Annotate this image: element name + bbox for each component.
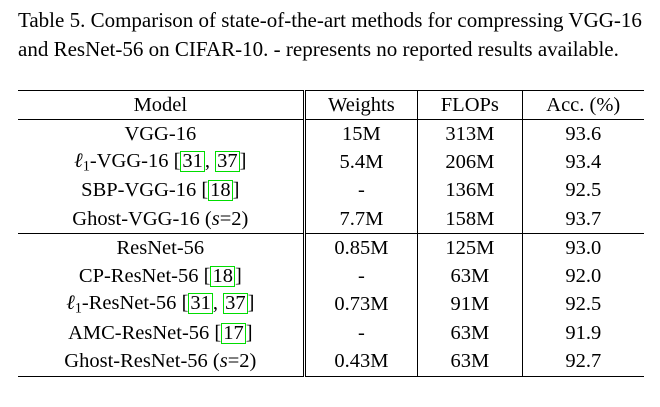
table-row: ResNet-56 0.85M 125M 93.0 — [18, 233, 644, 263]
ref-close-bracket: ] — [247, 292, 255, 315]
ref-open-bracket: [ — [203, 265, 211, 288]
ref-open-bracket: [ — [214, 321, 222, 344]
cell-acc: 93.0 — [521, 233, 644, 263]
header-weights: Weights — [302, 90, 418, 120]
table-row: VGG-16 15M 313M 93.6 — [18, 119, 644, 149]
citation-link[interactable]: 17 — [221, 321, 246, 344]
ref-close-bracket: ] — [239, 149, 247, 172]
table-row: ℓ1-VGG-16 [31, 37] 5.4M 206M 93.4 — [18, 148, 644, 177]
model-param: s — [219, 350, 228, 373]
ell-symbol: ℓ — [66, 292, 75, 315]
cell-flops: 313M — [417, 119, 523, 149]
ref-open-bracket: [ — [201, 179, 209, 202]
cell-model: ℓ1-ResNet-56 [31, 37] — [18, 291, 304, 319]
cell-flops: 136M — [417, 176, 523, 205]
cell-acc: 92.7 — [521, 347, 644, 377]
table-body: VGG-16 15M 313M 93.6 ℓ1-VGG-16 [31, 37] 5.4M 2… — [18, 119, 644, 377]
citation-link[interactable]: 18 — [210, 265, 235, 288]
table-row: AMC-ResNet-56 [17] -63M 91.9 — [18, 319, 644, 348]
ref-separator: , — [212, 292, 224, 315]
cell-model: VGG-16 — [18, 120, 304, 149]
ell-subscript: 1 — [82, 158, 90, 175]
header-flops: FLOPs — [417, 90, 523, 120]
model-name: CP-ResNet-56 — [78, 265, 204, 288]
cell-acc: 92.5 — [521, 176, 644, 205]
model-param-value: =2) — [227, 350, 257, 373]
cell-acc: 93.7 — [521, 204, 644, 235]
cell-weights: - — [302, 176, 418, 205]
cell-weights: 0.43M — [302, 347, 418, 377]
cell-flops: 158M — [417, 204, 523, 235]
model-name: -ResNet-56 — [81, 292, 182, 315]
cell-flops: 63M — [417, 347, 523, 377]
model-name: VGG-16 — [124, 122, 197, 145]
cell-model: ℓ1-VGG-16 [31, 37] — [18, 148, 304, 176]
cell-acc: 93.4 — [521, 148, 644, 177]
cell-weights: 5.4M — [302, 148, 418, 177]
table-row: SBP-VGG-16 [18] -136M 92.5 — [18, 176, 644, 205]
header-acc: Acc. (%) — [521, 90, 644, 120]
cell-model: SBP-VGG-16 [18] — [18, 177, 304, 205]
citation-link[interactable]: 37 — [223, 292, 248, 315]
ell-symbol: ℓ — [74, 149, 83, 172]
ref-open-bracket: [ — [181, 292, 189, 315]
cell-model: Ghost-VGG-16 (s=2) — [18, 204, 305, 235]
cell-flops: 63M — [417, 319, 523, 348]
comparison-table: Model Weights FLOPs Acc. (%) VGG-16 15M 31… — [18, 90, 644, 377]
cell-flops: 91M — [417, 290, 523, 320]
citation-link[interactable]: 31 — [188, 292, 213, 315]
table-row: ℓ1-ResNet-56 [31, 37] 0.73M 91M 92.5 — [18, 290, 644, 320]
table-row: Ghost-ResNet-56 (s=2) 0.43M 63M 92.7 — [18, 347, 644, 377]
cell-model: ResNet-56 — [18, 234, 304, 263]
model-name: Ghost-VGG-16 ( — [72, 207, 212, 230]
table-caption: Table 5. Comparison of state-of-the-art … — [18, 8, 642, 61]
model-name: SBP-VGG-16 — [81, 179, 202, 202]
cell-model: Ghost-ResNet-56 (s=2) — [18, 347, 305, 377]
model-name: ResNet-56 — [116, 236, 205, 259]
cell-acc: 93.6 — [521, 119, 644, 149]
model-param-value: =2) — [219, 207, 249, 230]
model-name: -VGG-16 — [89, 149, 174, 172]
cell-weights: - — [302, 262, 418, 291]
ref-close-bracket: ] — [234, 265, 242, 288]
ref-open-bracket: [ — [173, 149, 181, 172]
citation-link[interactable]: 37 — [215, 149, 240, 172]
ref-close-bracket: ] — [245, 321, 253, 344]
cell-flops: 206M — [417, 148, 523, 177]
cell-model: CP-ResNet-56 [18] — [18, 262, 304, 290]
model-name: AMC-ResNet-56 — [68, 321, 215, 344]
cell-weights: 0.85M — [302, 233, 418, 263]
cell-flops: 125M — [417, 233, 523, 263]
model-param: s — [211, 207, 220, 230]
cell-model: AMC-ResNet-56 [17] — [18, 319, 304, 347]
ref-separator: , — [204, 149, 216, 172]
cell-acc: 92.0 — [521, 262, 644, 291]
ref-close-bracket: ] — [232, 179, 240, 202]
cell-acc: 92.5 — [521, 290, 644, 320]
ell-subscript: 1 — [74, 300, 82, 317]
cell-acc: 91.9 — [521, 319, 644, 348]
citation-link[interactable]: 31 — [180, 149, 205, 172]
model-name: Ghost-ResNet-56 ( — [64, 350, 220, 373]
cell-weights: 15M — [302, 119, 418, 149]
header-row: Model Weights FLOPs Acc. (%) — [18, 90, 644, 120]
cell-weights: 7.7M — [302, 204, 418, 235]
cell-flops: 63M — [417, 262, 523, 291]
table-row: CP-ResNet-56 [18] -63M 92.0 — [18, 262, 644, 291]
cell-weights: - — [302, 319, 418, 348]
table-row: Ghost-VGG-16 (s=2) 7.7M 158M 93.7 — [18, 204, 644, 235]
citation-link[interactable]: 18 — [208, 179, 233, 202]
cell-weights: 0.73M — [302, 290, 418, 320]
header-model: Model — [18, 90, 305, 120]
